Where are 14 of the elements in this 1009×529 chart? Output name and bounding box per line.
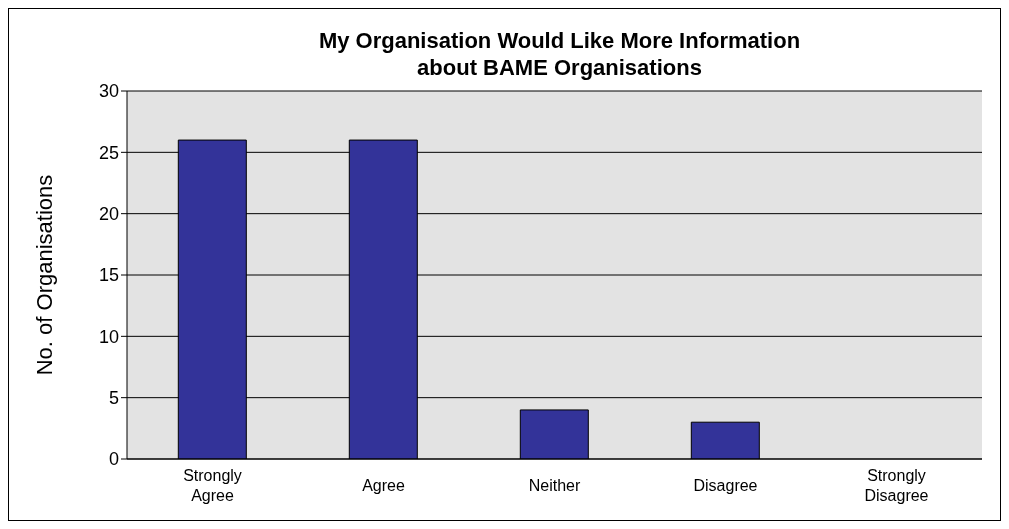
y-axis-title: No. of Organisations [31, 174, 57, 376]
x-tick-label: Agree [362, 477, 405, 494]
y-tick-label: 10 [98, 326, 119, 347]
chart-title: My Organisation Would Like More Information about BAME Organisations [317, 27, 802, 81]
y-tick-label: 15 [98, 265, 119, 286]
y-tick-label: 20 [98, 204, 119, 225]
y-tick-label: 0 [108, 449, 119, 470]
x-tick-label: Neither [528, 477, 581, 494]
y-tick-label: 5 [108, 388, 119, 409]
x-tick-label: Disagree [693, 477, 758, 494]
y-tick-label: 25 [98, 142, 119, 163]
x-tick-label: Strongly Agree [183, 467, 242, 504]
y-tick-label: 30 [98, 81, 119, 102]
x-tick-label: Strongly Disagree [864, 467, 929, 504]
